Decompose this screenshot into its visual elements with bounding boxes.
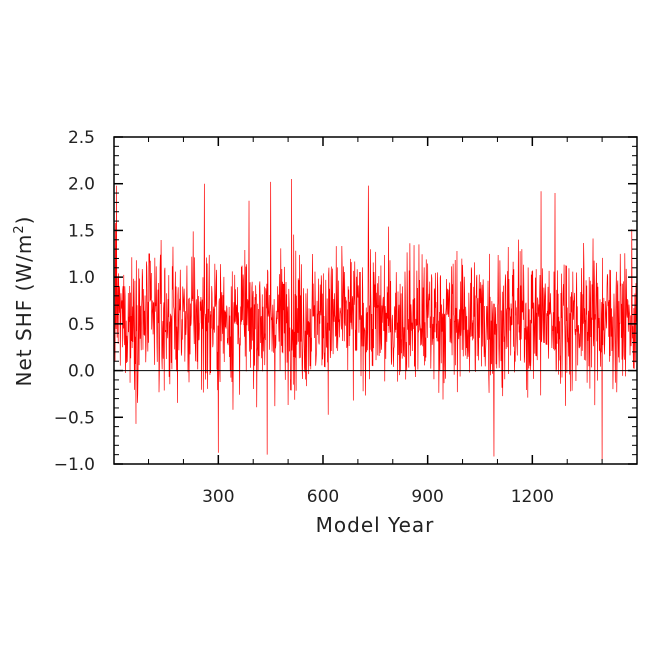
x-axis-title: Model Year [316,513,435,537]
y-tick-label: 0.5 [68,315,95,335]
x-tick-label: 900 [411,487,443,507]
y-tick-label: 2.5 [68,128,95,148]
axis-tick-labels: 300 600 900 1200 −1.0 −0.5 0.0 0.5 1.0 1.5 2.0 2.5 [54,128,554,507]
y-tick-label: −1.0 [54,455,95,475]
series-line [113,179,638,462]
y-tick-label: 2.0 [68,175,95,195]
x-tick-label: 300 [202,487,234,507]
y-axis-title-superscript: 2 [12,224,27,233]
axis-ticks [114,136,637,465]
y-axis-title-close: ) [12,216,36,225]
y-tick-label: 1.0 [68,268,95,288]
plot-frame [113,136,638,465]
y-tick-label: 0.0 [68,362,95,382]
x-tick-label: 600 [307,487,339,507]
y-tick-label: 1.5 [68,221,95,241]
y-axis-title: Net SHF (W/m2) [12,216,36,387]
y-tick-label: −0.5 [54,408,95,428]
plot-series [113,179,638,462]
x-tick-label: 1200 [511,487,554,507]
y-axis-title-main: Net SHF (W/m [12,234,36,387]
